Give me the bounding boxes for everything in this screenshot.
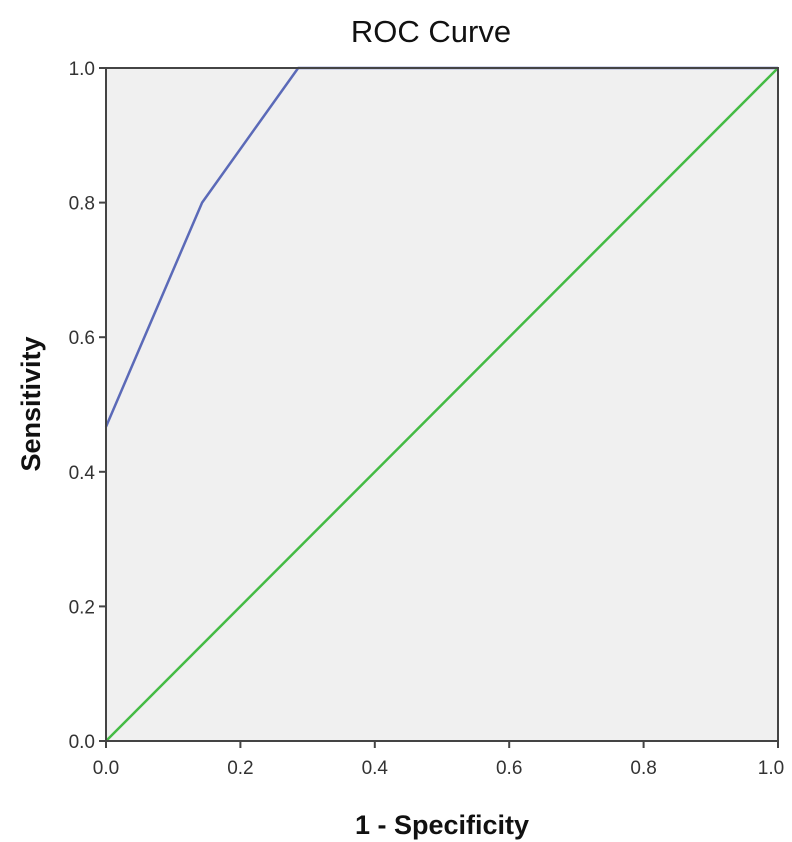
y-axis-label: Sensitivity	[16, 336, 46, 471]
plot-frame	[105, 67, 779, 742]
y-tick-label: 0.0	[69, 732, 95, 753]
y-axis-ticks: 0.0 0.2 0.4 0.6 0.8 1.0	[69, 59, 106, 753]
x-tick-label: 0.0	[93, 758, 119, 779]
y-tick-label: 0.4	[69, 463, 96, 484]
y-tick-label: 0.6	[69, 328, 95, 349]
x-tick-label: 0.8	[630, 758, 656, 779]
x-tick-label: 0.4	[362, 758, 389, 779]
y-tick-label: 0.2	[69, 597, 95, 618]
x-tick-label: 0.6	[496, 758, 522, 779]
chart-title: ROC Curve	[351, 14, 511, 49]
x-axis-ticks: 0.0 0.2 0.4 0.6 0.8 1.0	[93, 741, 784, 779]
y-tick-label: 1.0	[69, 59, 95, 80]
x-axis-label: 1 - Specificity	[355, 810, 529, 840]
x-tick-label: 0.2	[227, 758, 253, 779]
reference-diagonal-line	[105, 67, 779, 742]
x-tick-label: 1.0	[758, 758, 784, 779]
y-tick-label: 0.8	[69, 194, 95, 215]
